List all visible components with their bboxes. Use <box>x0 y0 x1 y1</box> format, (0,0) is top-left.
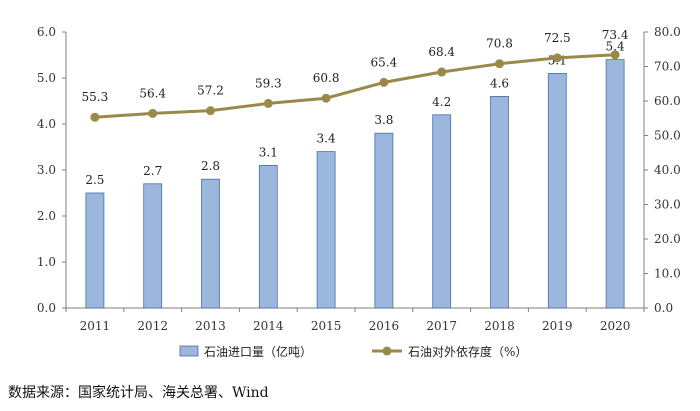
left-tick-label: 6.0 <box>37 25 56 39</box>
right-tick-label: 40.0 <box>654 163 681 177</box>
left-tick-label: 1.0 <box>37 255 56 269</box>
right-tick-label: 50.0 <box>654 129 681 143</box>
right-tick-label: 80.0 <box>654 25 681 39</box>
right-tick-label: 60.0 <box>654 94 681 108</box>
line-point <box>321 93 331 103</box>
bar <box>201 178 220 309</box>
bar-data-label: 2.5 <box>85 173 104 187</box>
bar <box>547 73 567 309</box>
line-point <box>552 53 562 63</box>
bar <box>432 114 452 309</box>
bar <box>605 59 625 309</box>
line-data-label: 59.3 <box>255 76 282 90</box>
combo-chart: 0.0 1.0 2.0 3.0 4.0 5.0 6.0 0.0 10.0 20.0 30.0 40.0… <box>37 25 681 359</box>
bar-data-label: 4.2 <box>432 95 451 109</box>
bar-data-label: 5.4 <box>606 40 625 54</box>
line-data-label: 72.5 <box>544 31 571 45</box>
bar <box>143 183 163 309</box>
dependency-line <box>94 53 616 119</box>
x-tick-label: 2012 <box>137 319 168 333</box>
bar-data-label: 3.1 <box>259 145 278 159</box>
right-tick-label: 30.0 <box>654 198 681 212</box>
legend-line-marker <box>382 346 392 356</box>
bar-data-label: 4.6 <box>490 76 509 90</box>
right-tick-label: 0.0 <box>654 301 673 315</box>
bar <box>374 132 394 309</box>
line-data-label: 73.4 <box>602 28 629 42</box>
right-tick-label: 20.0 <box>654 232 681 246</box>
x-tick-label: 2016 <box>369 319 400 333</box>
legend-line-label: 石油对外依存度（%） <box>408 344 527 359</box>
x-tick-label: 2017 <box>426 319 457 333</box>
line-data-label: 65.4 <box>371 55 398 69</box>
left-tick-label: 5.0 <box>37 71 56 85</box>
legend-bar-swatch <box>179 345 199 357</box>
line-point <box>206 106 215 116</box>
bar <box>490 96 509 309</box>
line-data-label: 60.8 <box>313 71 340 85</box>
x-tick-label: 2020 <box>600 319 631 333</box>
source-note: 数据来源：国家统计局、海关总署、Wind <box>8 385 269 401</box>
x-tick-label: 2015 <box>311 319 342 333</box>
left-tick-label: 2.0 <box>37 209 56 223</box>
right-tick-label: 10.0 <box>654 267 681 281</box>
x-tick-label: 2013 <box>195 319 226 333</box>
line-point <box>148 108 158 118</box>
line-point <box>379 77 389 87</box>
line-point <box>495 59 504 69</box>
bar-data-label: 2.7 <box>143 164 162 178</box>
line-data-label: 55.3 <box>82 90 109 104</box>
bar <box>316 151 336 309</box>
x-tick-label: 2019 <box>542 319 573 333</box>
line-point <box>263 98 273 108</box>
x-tick-label: 2018 <box>484 319 515 333</box>
left-tick-label: 3.0 <box>37 163 56 177</box>
bar-data-label: 2.8 <box>201 159 220 173</box>
line-point <box>437 67 447 77</box>
line-data-label: 70.8 <box>486 37 513 51</box>
bar <box>258 164 278 309</box>
line-data-label: 68.4 <box>428 45 455 59</box>
legend-bar-label: 石油进口量（亿吨） <box>204 344 312 359</box>
bar <box>85 192 105 309</box>
x-tick-label: 2011 <box>80 319 111 333</box>
left-tick-label: 4.0 <box>37 117 56 131</box>
line-point <box>90 112 100 122</box>
left-tick-label: 0.0 <box>37 301 56 315</box>
bar-data-label: 3.8 <box>374 113 393 127</box>
line-data-label: 56.4 <box>139 86 166 100</box>
x-tick-label: 2014 <box>253 319 284 333</box>
line-point <box>610 50 620 60</box>
line-data-label: 57.2 <box>197 84 224 98</box>
right-tick-label: 70.0 <box>654 60 681 74</box>
bar-data-label: 3.4 <box>317 132 336 146</box>
